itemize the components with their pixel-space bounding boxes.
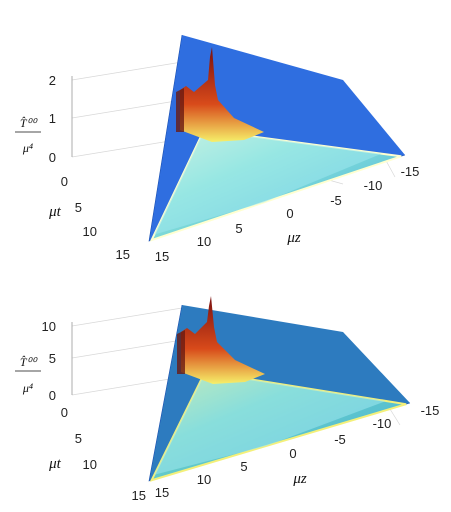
- t-tick-label: 10: [83, 457, 97, 472]
- z-tick-label: 0: [49, 388, 56, 403]
- z-tick-label: 2: [49, 73, 56, 88]
- z-label-denominator: μ⁴: [22, 141, 33, 155]
- ridge-slab: [176, 88, 184, 132]
- mu-z-tick-label: 10: [197, 472, 211, 487]
- mu-z-tick-label: 5: [235, 221, 242, 236]
- peak-ridge: [180, 47, 264, 142]
- grid-line: [71, 339, 183, 359]
- t-tick-label: 5: [75, 200, 82, 215]
- mu-z-tick-label: 15: [155, 249, 169, 264]
- t-tick-label: 0: [61, 405, 68, 420]
- mu-z-tick-label: 0: [289, 446, 296, 461]
- grid-line: [71, 376, 183, 396]
- y-axis-label: μt: [48, 204, 62, 220]
- mu-z-tick-label: 10: [197, 234, 211, 249]
- z-axis-label: T̂⁰⁰ μ⁴: [15, 355, 41, 395]
- z-axis-label: T̂⁰⁰ μ⁴: [15, 116, 41, 155]
- z-label-numerator: T̂⁰⁰: [20, 355, 38, 369]
- z-tick-label: 1: [49, 111, 56, 126]
- grid-line: [71, 307, 183, 327]
- t-tick-label: 5: [75, 431, 82, 446]
- cone-interior: [154, 130, 382, 235]
- grid-line: [71, 99, 183, 119]
- mu-z-tick-label: 0: [286, 206, 293, 221]
- mu-z-tick-label: 15: [155, 485, 169, 500]
- y-axis-label: μt: [48, 456, 62, 472]
- mu-z-tick-label: -15: [401, 164, 420, 179]
- grid-line: [71, 138, 183, 158]
- peak-ridge: [181, 296, 265, 384]
- mu-z-tick-label: -15: [421, 403, 440, 418]
- z-tick-label: 5: [49, 351, 56, 366]
- z-label-numerator: T̂⁰⁰: [20, 116, 38, 130]
- t-tick-label: 15: [132, 488, 146, 503]
- x-axis-label: μz: [292, 471, 307, 487]
- mu-z-tick-label: -5: [334, 432, 346, 447]
- z-tick-label: 10: [42, 319, 56, 334]
- mu-z-tick-label: 5: [240, 459, 247, 474]
- t-tick-label: 0: [61, 174, 68, 189]
- cone-interior: [154, 372, 386, 475]
- t-tick-label: 15: [116, 247, 130, 262]
- x-axis-label: μz: [286, 230, 301, 246]
- t-tick-label: 10: [83, 224, 97, 239]
- mu-z-tick-label: -5: [330, 193, 342, 208]
- z-label-denominator: μ⁴: [22, 381, 33, 395]
- mu-z-tick-label: -10: [364, 178, 383, 193]
- mu-z-tick-label: -10: [373, 416, 392, 431]
- grid-line: [71, 61, 183, 81]
- ridge-slab: [177, 330, 185, 374]
- z-tick-label: 0: [49, 150, 56, 165]
